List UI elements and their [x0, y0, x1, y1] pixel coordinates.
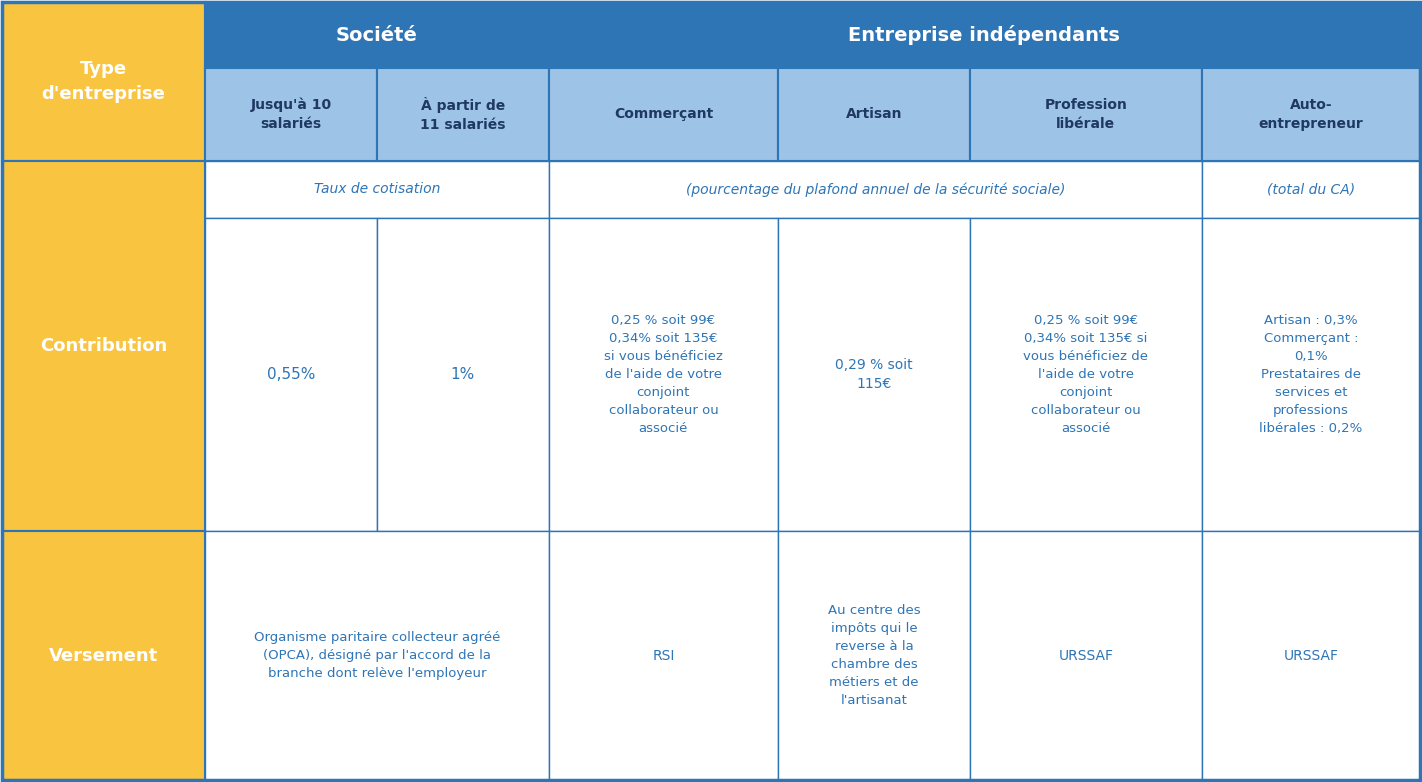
Text: URSSAF: URSSAF: [1284, 648, 1338, 662]
Bar: [1, 2, 205, 161]
Bar: [970, 218, 1202, 531]
Text: 0,25 % soit 99€
0,34% soit 135€
si vous bénéficiez
de l'aide de votre
conjoint
c: 0,25 % soit 99€ 0,34% soit 135€ si vous …: [604, 314, 722, 435]
Text: Au centre des
impôts qui le
reverse à la
chambre des
métiers et de
l'artisanat: Au centre des impôts qui le reverse à la…: [828, 604, 920, 707]
Bar: [205, 531, 549, 780]
Text: Société: Société: [336, 26, 418, 45]
Bar: [377, 218, 549, 531]
Text: Taux de cotisation: Taux de cotisation: [314, 182, 439, 196]
Text: 0,25 % soit 99€
0,34% soit 135€ si
vous bénéficiez de
l'aide de votre
conjoint
c: 0,25 % soit 99€ 0,34% soit 135€ si vous …: [1024, 314, 1149, 435]
Bar: [1202, 68, 1421, 161]
Bar: [377, 68, 549, 161]
Bar: [778, 68, 970, 161]
Text: RSI: RSI: [653, 648, 674, 662]
Text: 0,29 % soit
115€: 0,29 % soit 115€: [835, 358, 913, 392]
Text: (total du CA): (total du CA): [1267, 182, 1355, 196]
Bar: [778, 218, 970, 531]
Bar: [970, 531, 1202, 780]
Text: Artisan : 0,3%
Commerçant :
0,1%
Prestataires de
services et
professions
libéral: Artisan : 0,3% Commerçant : 0,1% Prestat…: [1260, 314, 1362, 435]
Bar: [1, 161, 205, 531]
Bar: [549, 218, 778, 531]
Text: (pourcentage du plafond annuel de la sécurité sociale): (pourcentage du plafond annuel de la séc…: [685, 182, 1065, 197]
Text: 1%: 1%: [451, 368, 475, 382]
Text: Organisme paritaire collecteur agréé
(OPCA), désigné par l'accord de la
branche : Organisme paritaire collecteur agréé (OP…: [253, 631, 501, 680]
Text: Artisan: Artisan: [846, 107, 903, 121]
Text: À partir de
11 salariés: À partir de 11 salariés: [419, 97, 505, 132]
Text: 0,55%: 0,55%: [267, 368, 316, 382]
Text: Commerçant: Commerçant: [614, 107, 712, 121]
Bar: [549, 68, 778, 161]
Text: Contribution: Contribution: [40, 337, 168, 355]
Text: Profession
libérale: Profession libérale: [1044, 98, 1128, 131]
Text: Entreprise indépendants: Entreprise indépendants: [849, 25, 1121, 45]
Bar: [778, 531, 970, 780]
Text: URSSAF: URSSAF: [1058, 648, 1113, 662]
Text: Auto-
entrepreneur: Auto- entrepreneur: [1258, 98, 1364, 131]
Text: Versement: Versement: [48, 647, 158, 665]
Text: Type
d'entreprise: Type d'entreprise: [41, 60, 165, 103]
Bar: [205, 161, 549, 218]
Bar: [1202, 161, 1421, 218]
Bar: [1, 531, 205, 780]
Bar: [549, 2, 1421, 68]
Bar: [205, 68, 377, 161]
Bar: [549, 161, 1202, 218]
Bar: [205, 2, 549, 68]
Bar: [1202, 218, 1421, 531]
Bar: [970, 68, 1202, 161]
Text: Jusqu'à 10
salariés: Jusqu'à 10 salariés: [250, 98, 331, 131]
Bar: [549, 531, 778, 780]
Bar: [205, 218, 377, 531]
Bar: [1202, 531, 1421, 780]
